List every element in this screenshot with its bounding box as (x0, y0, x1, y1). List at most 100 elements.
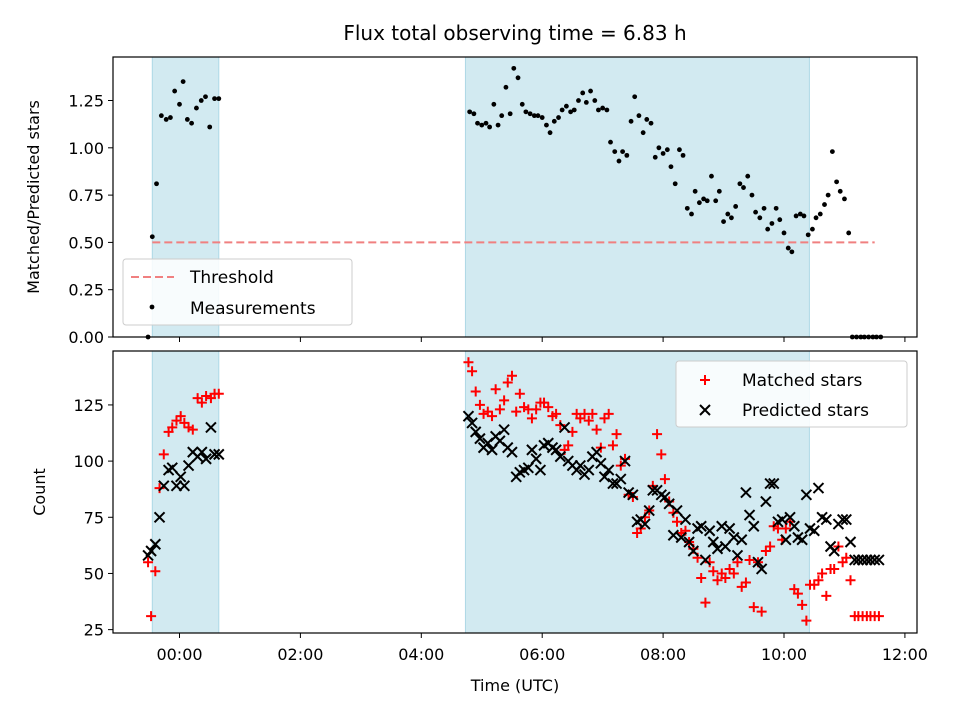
matched-star-point (720, 572, 731, 583)
measurement-point (660, 151, 666, 156)
matched-star-point (728, 568, 739, 579)
predicted-star-point (719, 540, 732, 553)
matched-star-point (813, 575, 824, 586)
measurement-point (745, 173, 751, 179)
matched-star-point (607, 440, 618, 451)
measurement-point (846, 230, 852, 236)
predicted-star-point (788, 520, 800, 532)
predicted-star-point (590, 446, 603, 458)
predicted-star-point (486, 444, 498, 456)
matched-star-point (531, 404, 542, 415)
x-tick-label: 02:00 (277, 645, 323, 664)
measurement-point (757, 215, 763, 221)
predicted-star-point (812, 482, 825, 494)
predicted-star-point (820, 513, 833, 526)
predicted-star-point (844, 536, 857, 548)
bottom-y-tick-label: 100 (73, 452, 104, 471)
measurement-point (207, 124, 213, 130)
measurement-point (189, 120, 194, 126)
measurement-point (636, 113, 642, 119)
bottom-legend: Matched stars Predicted stars (675, 360, 908, 428)
predicted-star-point (752, 556, 764, 568)
matched-star-point (587, 408, 598, 419)
measurement-point (628, 118, 634, 124)
measurement-point (680, 152, 686, 158)
measurement-point (592, 98, 598, 103)
measurement-point (701, 196, 707, 202)
measurement-point (479, 122, 485, 128)
bottom-y-tick-label: 125 (73, 396, 104, 415)
measurement-point (620, 149, 626, 154)
matched-star-point (829, 563, 840, 574)
matched-star-point (817, 568, 828, 579)
predicted-star-point (683, 536, 695, 548)
measurement-point (761, 205, 767, 211)
measurement-point (172, 88, 178, 94)
top-y-tick-label: 1.00 (68, 139, 104, 158)
predicted-star-point (200, 453, 212, 465)
bottom-shaded-interval-0 (151, 350, 220, 634)
predicted-star-point (703, 525, 716, 537)
predicted-star-point (534, 464, 547, 476)
matched-star-point (712, 575, 723, 586)
measurement-point (515, 75, 521, 81)
bottom-y-tick-label: 25 (84, 621, 104, 640)
top-y-tick-label: 0.75 (68, 186, 104, 205)
measurement-point (729, 215, 734, 221)
measurement-point (580, 90, 586, 96)
measurement-point (741, 185, 746, 190)
measurement-point (203, 94, 208, 100)
matched-star-point (563, 440, 574, 451)
measurement-point (544, 122, 549, 128)
bottom-y-axis-label: Count (30, 468, 49, 516)
measurement-point (588, 88, 593, 94)
bottom-legend-box (675, 360, 908, 428)
predicted-star-point (182, 459, 195, 472)
measurement-point (713, 198, 719, 204)
predicted-star-point (667, 529, 680, 541)
top-y-tick-label: 0.50 (68, 233, 104, 252)
measurement-point (535, 113, 541, 119)
x-tick-label: 08:00 (640, 645, 686, 664)
predicted-star-point (836, 513, 849, 526)
measurement-point (825, 192, 831, 198)
measurement-point (154, 181, 159, 187)
measurement-point (624, 152, 630, 158)
measurement-point (616, 158, 622, 164)
measurement-point (556, 115, 561, 120)
matched-star-point (659, 474, 670, 485)
measurement-point (600, 105, 606, 111)
predicted-star-point (639, 518, 651, 530)
predicted-star-point (166, 462, 178, 474)
x-tick-label: 00:00 (156, 645, 202, 664)
measurement-point (568, 109, 574, 115)
measurement-point (677, 147, 682, 153)
predicted-star-point (707, 536, 719, 548)
predicted-star-point (462, 410, 475, 422)
measurement-point (158, 113, 164, 119)
matched-star-point (748, 602, 759, 613)
bottom-y-tick-label: 50 (84, 564, 104, 583)
matched-star-point (543, 402, 554, 413)
top-shaded-interval-1 (464, 56, 810, 338)
measurement-point (765, 226, 771, 232)
predicted-star-point (864, 554, 877, 566)
measurement-point (612, 149, 618, 154)
matched-star-point (756, 606, 767, 617)
measurement-point (684, 205, 690, 211)
measurement-point (163, 117, 169, 122)
predicted-star-point (498, 423, 510, 436)
chart-title: Flux total observing time = 6.83 h (343, 21, 686, 45)
measurement-point (781, 230, 787, 236)
measurement-point (527, 111, 533, 117)
matched-star-point (801, 615, 812, 626)
measurement-point (773, 205, 779, 211)
predicted-star-point (205, 421, 217, 434)
measurement-point (810, 226, 815, 232)
measurement-point (571, 107, 577, 113)
matched-star-point (143, 557, 154, 568)
predicted-star-point (731, 549, 744, 562)
matched-star-point (708, 566, 719, 577)
measurement-point (559, 107, 565, 113)
top-legend: Threshold Measurements (122, 258, 353, 326)
